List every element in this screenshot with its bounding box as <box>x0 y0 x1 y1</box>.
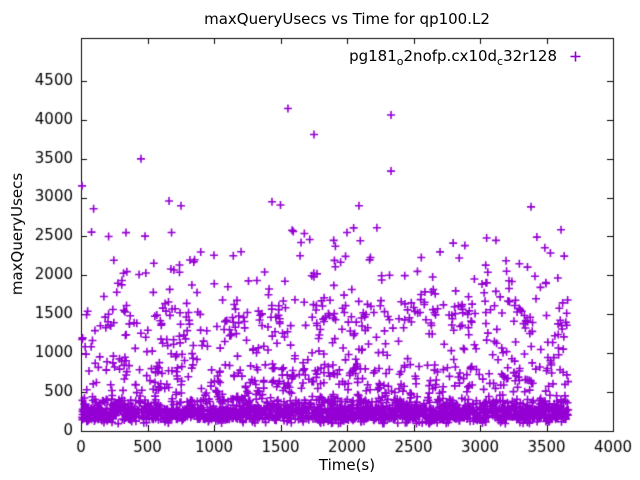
y-axis-label: maxQueryUsecs <box>8 172 26 296</box>
chart-title: maxQueryUsecs vs Time for qp100.L2 <box>204 10 490 28</box>
x-axis-label: Time(s) <box>318 456 376 474</box>
legend: pg181o2nofp.cx10dc32r128 <box>349 47 583 68</box>
plus-marker-icon <box>570 51 581 61</box>
legend-series-label: pg181o2nofp.cx10dc32r128 <box>349 47 557 68</box>
